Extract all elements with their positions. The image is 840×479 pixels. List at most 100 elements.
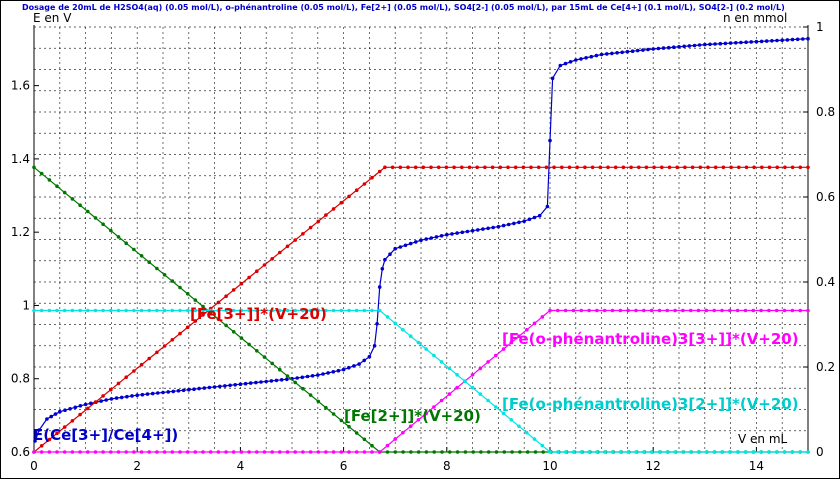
series-0-point	[223, 384, 227, 388]
series-0-point	[279, 378, 284, 382]
series-2-point	[193, 298, 198, 302]
series-1-point	[324, 213, 328, 217]
series-3-point	[32, 450, 36, 454]
series-4-point	[571, 450, 576, 454]
series-3-point	[509, 340, 514, 345]
series-3-point	[540, 315, 545, 319]
y-right-tick-label: 0.2	[816, 360, 835, 374]
series-1-point	[729, 165, 733, 170]
series-3-point	[324, 450, 328, 454]
series-4-point	[224, 308, 228, 313]
series-1-point	[490, 165, 495, 170]
x-tick-label: 14	[749, 459, 764, 473]
series-3-point	[93, 450, 98, 454]
series-1-point	[483, 165, 487, 170]
series-3-point	[254, 450, 259, 454]
series-0-point	[563, 61, 568, 66]
series-3-point	[751, 308, 756, 313]
y-right-tick-label: 0.6	[816, 190, 835, 204]
series-3-point	[124, 450, 128, 454]
annotation-fe2: [Fe[2+]]*(V+20)	[344, 407, 481, 425]
series-0-point	[367, 354, 372, 359]
series-2-point	[416, 450, 421, 454]
series-0-point	[347, 365, 351, 370]
series-1-point	[421, 165, 426, 170]
series-0-point	[599, 52, 604, 57]
series-0-point	[259, 380, 263, 384]
series-1-point	[239, 281, 244, 286]
y-right-axis-label: n en mmol	[723, 11, 787, 25]
series-2-point	[518, 450, 522, 454]
series-1-point	[293, 238, 298, 242]
series-3-point	[642, 308, 646, 313]
series-3-point	[634, 308, 638, 313]
series-3-point	[767, 308, 771, 313]
series-4-point	[595, 450, 599, 454]
series-3-point	[665, 308, 670, 313]
series-4-point	[262, 308, 267, 313]
series-3-point	[432, 405, 436, 409]
series-4-point	[362, 308, 367, 313]
series-2-point	[393, 450, 398, 454]
series-0-point	[73, 405, 78, 410]
series-0-point	[708, 42, 712, 47]
series-1-point	[339, 200, 344, 205]
series-0-point	[687, 44, 692, 48]
series-3-point	[806, 308, 810, 313]
series-0-point	[99, 399, 103, 403]
series-0-point	[274, 378, 279, 383]
series-1-point	[109, 387, 113, 392]
series-0-point	[171, 389, 176, 394]
series-0-point	[375, 322, 379, 326]
series-1-point	[193, 319, 198, 323]
series-0-point	[620, 50, 624, 55]
series-3-point	[478, 366, 483, 371]
series-1-line	[33, 166, 808, 453]
series-4-point	[247, 308, 251, 313]
series-3-point	[563, 308, 568, 313]
series-1-point	[413, 165, 418, 170]
series-1-point	[506, 165, 510, 170]
series-4-point	[439, 360, 444, 364]
series-1-point	[262, 263, 267, 267]
series-3-point	[439, 398, 444, 403]
series-4-point	[728, 450, 732, 454]
series-0-point	[305, 374, 310, 379]
series-4-point	[301, 308, 305, 313]
series-4-point	[55, 308, 59, 313]
series-0-point	[89, 401, 93, 406]
series-2-point	[533, 450, 538, 454]
series-0-point	[610, 51, 614, 56]
series-0-point	[491, 225, 496, 230]
series-3-point	[370, 450, 374, 454]
series-0-point	[615, 51, 619, 55]
series-2-point	[347, 424, 351, 429]
series-4-point	[556, 450, 560, 454]
series-4-point	[185, 308, 190, 313]
series-0-point	[408, 241, 413, 246]
series-4-point	[696, 450, 701, 454]
series-0-point	[677, 45, 681, 49]
series-1-point	[86, 406, 90, 411]
series-1-point	[178, 331, 182, 336]
series-3-point	[696, 308, 701, 313]
series-1-point	[783, 165, 787, 170]
series-1-point	[124, 375, 128, 380]
series-0-point	[646, 47, 650, 52]
series-0-point	[692, 43, 697, 48]
x-tick-label: 2	[133, 459, 141, 473]
series-4-point	[712, 450, 716, 454]
series-2-point	[254, 349, 259, 353]
series-1-point	[790, 165, 795, 170]
series-2-point	[385, 450, 390, 454]
series-1-point	[247, 275, 251, 280]
annotation-potential: E(Ce[3+]/Ce[4+])	[33, 426, 178, 444]
series-1-point	[362, 182, 367, 186]
series-4-point	[354, 308, 359, 313]
series-4-point	[532, 437, 537, 441]
series-3-point	[285, 450, 290, 454]
series-4-point	[93, 308, 98, 313]
series-3-point	[155, 450, 159, 454]
series-3-point	[610, 308, 615, 313]
